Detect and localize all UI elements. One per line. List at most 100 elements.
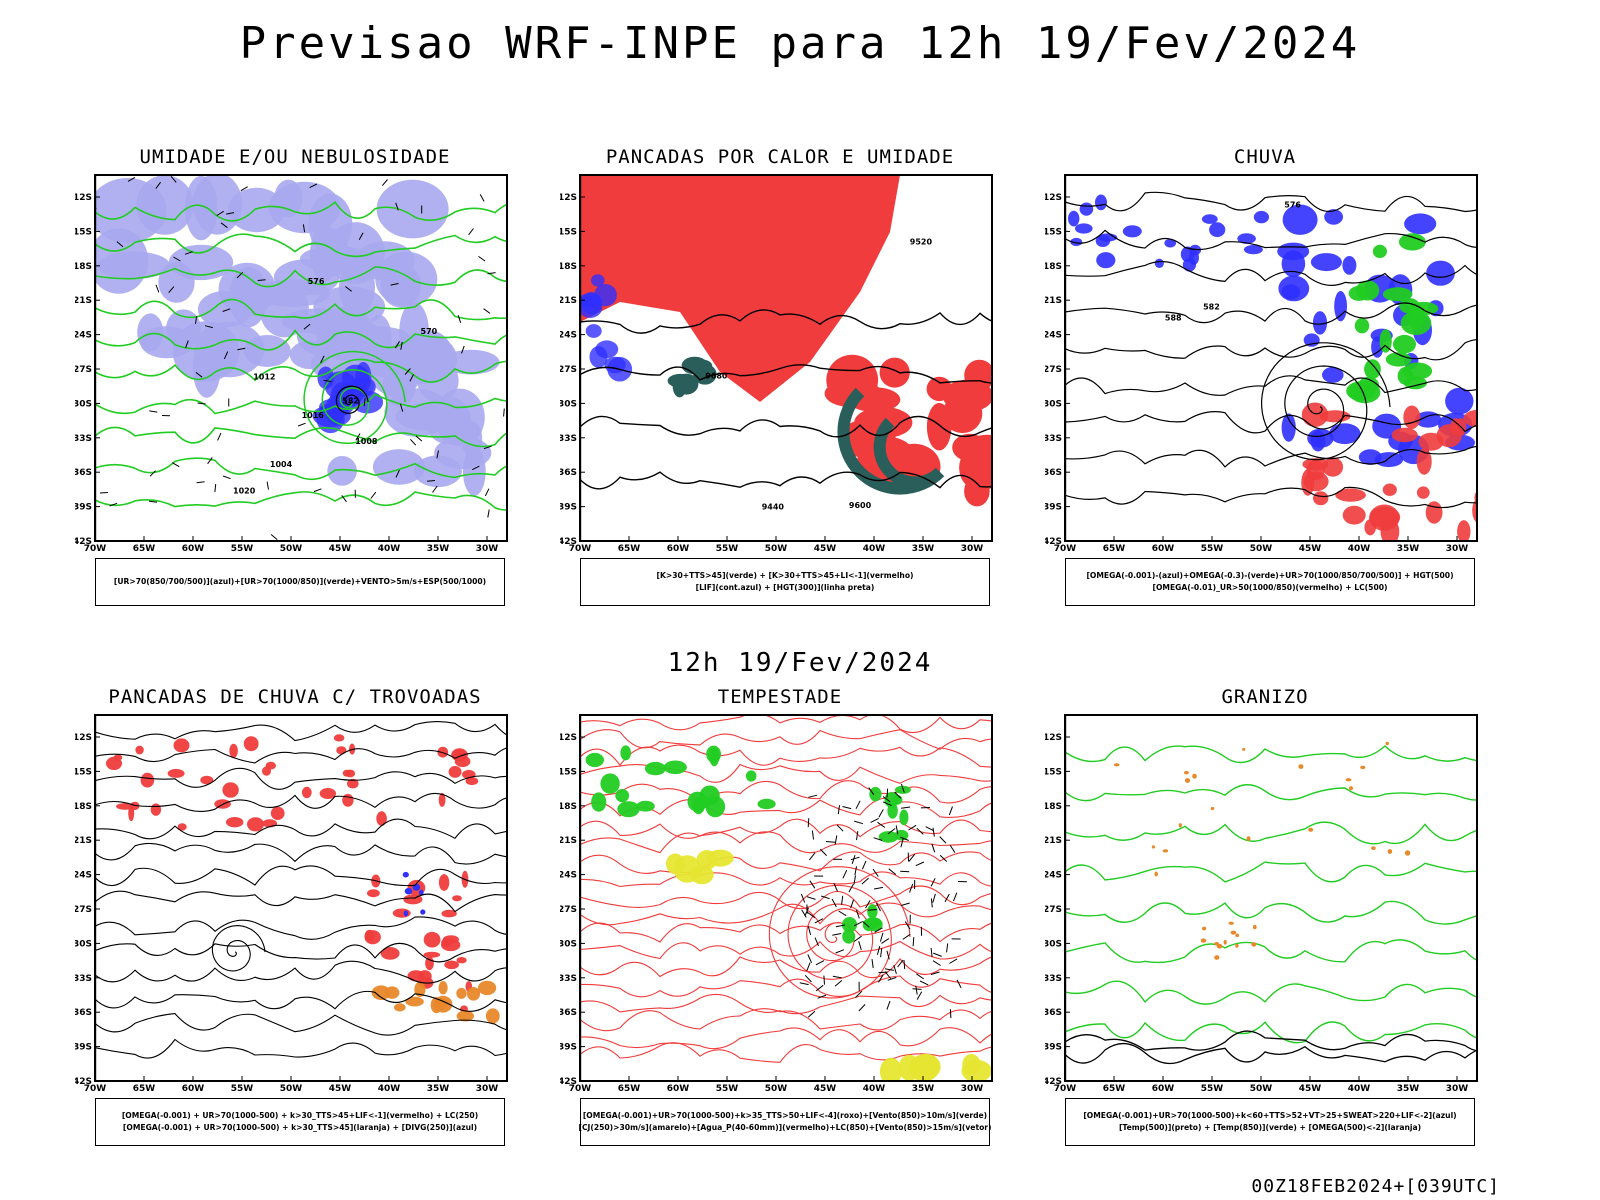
lon-label: 40W [863, 544, 886, 554]
wind-arrow [836, 824, 844, 832]
lon-label: 50W [1250, 544, 1273, 554]
contour-line [95, 1013, 507, 1036]
shaded-area [310, 224, 339, 282]
shaded-area [666, 853, 685, 875]
wind-arrow [426, 480, 436, 482]
shaded-area [1385, 741, 1389, 746]
wind-arrow [948, 806, 953, 816]
shaded-area [1095, 194, 1107, 211]
shaded-area [336, 746, 347, 755]
legend-box: [OMEGA(-0.001)+UR>70(1000-500)+k<60+TTS>… [1065, 1098, 1475, 1146]
wind-arrow [874, 886, 884, 890]
shaded-area [342, 793, 354, 807]
lon-label: 65W [618, 544, 641, 554]
shaded-area [140, 326, 194, 359]
wind-arrow [809, 880, 816, 889]
shaded-area [1182, 258, 1196, 272]
lat-label: 21S [560, 836, 577, 846]
cyclone-contour [335, 385, 369, 414]
shaded-area [262, 766, 271, 776]
shaded-area [465, 777, 479, 786]
shaded-area [585, 752, 604, 768]
wind-arrow [903, 960, 906, 970]
wind-arrow [919, 980, 929, 986]
shaded-area [1192, 773, 1197, 779]
panel-title: GRANIZO [1221, 686, 1309, 708]
shaded-area [433, 995, 453, 1013]
lon-label: 45W [1299, 544, 1322, 554]
map-frame [94, 714, 508, 1082]
wind-arrow [953, 892, 958, 902]
contour-label: 1008 [355, 437, 378, 446]
shaded-area [405, 996, 424, 1007]
wind-arrow [801, 909, 807, 918]
wind-arrow [216, 210, 224, 216]
contour-label: 9600 [849, 501, 872, 510]
shaded-area [270, 806, 285, 820]
shaded-area [444, 960, 459, 970]
panel-trovoadas: PANCADAS DE CHUVA C/ TROVOADAS 12S 15S 18S… [75, 686, 515, 1166]
shaded-area [1308, 827, 1314, 832]
contour-line [1065, 375, 1477, 396]
wind-arrow [483, 445, 492, 450]
lon-label: 35W [427, 544, 450, 554]
wind-arrow [149, 410, 158, 413]
contour-line [1065, 784, 1477, 802]
contour-label: 9440 [762, 503, 785, 512]
lon-label: 55W [231, 1084, 254, 1094]
shaded-area [1369, 504, 1400, 531]
lat-label: 27S [75, 365, 92, 375]
wind-arrow [876, 945, 881, 955]
shaded-area [478, 980, 497, 996]
wind-arrow [823, 975, 825, 985]
wind-arrow [266, 481, 269, 490]
wind-arrow [395, 202, 399, 211]
wind-arrow [825, 841, 836, 843]
wind-arrow [257, 279, 266, 281]
lat-label: 12S [75, 193, 92, 203]
shaded-area [1154, 871, 1158, 877]
legend-line: [UR>70(850/700/500)](azul)+[UR>70(1000/8… [113, 577, 487, 586]
lat-label: 15S [75, 227, 92, 237]
shaded-area [1319, 410, 1351, 423]
lat-label: 21S [75, 836, 92, 846]
shaded-area [591, 792, 607, 812]
shaded-area [438, 981, 448, 995]
wind-arrow [895, 825, 899, 835]
shaded-area [1162, 849, 1169, 853]
wind-arrow [887, 828, 896, 835]
lon-label: 45W [814, 1084, 837, 1094]
shaded-area [841, 917, 858, 933]
valid-time-subtitle: 12h 19/Fev/2024 [667, 648, 933, 678]
lon-label: 35W [1397, 1084, 1420, 1094]
shaded-area [456, 987, 467, 999]
wind-arrow [902, 933, 911, 940]
shaded-area [1418, 432, 1444, 451]
shaded-area [1322, 457, 1344, 477]
shaded-area [1281, 413, 1296, 442]
lon-label: 30W [961, 544, 984, 554]
shaded-area [615, 789, 630, 803]
wind-arrow [363, 398, 366, 407]
shaded-area [879, 357, 910, 388]
shaded-area [150, 803, 162, 816]
wind-arrow [170, 175, 177, 183]
lat-label: 15S [75, 767, 92, 777]
lon-label: 45W [1299, 1084, 1322, 1094]
contour-line [580, 956, 992, 979]
shaded-area [194, 321, 265, 378]
lon-label: 65W [618, 1084, 641, 1094]
wind-arrow [297, 422, 306, 427]
shaded-area [380, 947, 400, 960]
shaded-area [1113, 763, 1120, 767]
shaded-area [136, 175, 194, 235]
shaded-area [456, 957, 467, 964]
contour-label: 570 [421, 327, 438, 336]
wind-arrow [850, 856, 860, 861]
wind-arrow [817, 994, 827, 999]
shaded-area [438, 874, 450, 891]
shaded-area [1281, 250, 1306, 278]
wind-arrow [949, 958, 958, 964]
contour-line [95, 767, 507, 790]
